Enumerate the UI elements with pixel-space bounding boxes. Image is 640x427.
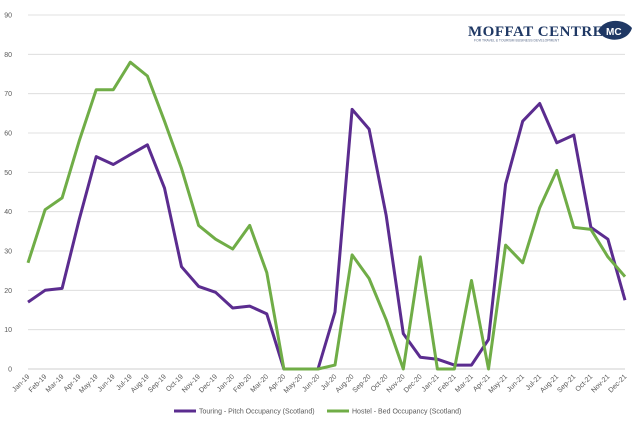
y-tick-label: 10	[4, 327, 12, 334]
y-tick-label: 20	[4, 288, 12, 295]
series-line-hostel	[26, 60, 627, 371]
y-tick-label: 90	[4, 13, 12, 20]
logo-wordmark: MOFFAT CENTRE	[468, 24, 603, 40]
series-lines	[26, 60, 627, 371]
logo-badge-text: MC	[606, 27, 622, 38]
legend-label-hostel: Hostel - Bed Occupancy (Scotland)	[352, 409, 461, 416]
logo-badge-shape	[598, 20, 632, 40]
legend-item-hostel: Hostel - Bed Occupancy (Scotland)	[327, 409, 461, 416]
y-tick-label: 40	[4, 209, 12, 216]
y-tick-label: 0	[8, 367, 12, 374]
y-axis-ticks: 0 10 20 30 40 50 60 70 80 90	[4, 13, 12, 374]
y-tick-label: 50	[4, 170, 12, 177]
legend-label-touring: Touring - Pitch Occupancy (Scotland)	[199, 409, 315, 416]
logo-tagline: FOR TRAVEL & TOURISM BUSINESS DEVELOPMEN…	[474, 39, 559, 43]
gridlines	[28, 14, 625, 370]
y-tick-label: 60	[4, 131, 12, 138]
y-tick-label: 80	[4, 52, 12, 59]
moffat-centre-logo: MOFFAT CENTRE FOR TRAVEL & TOURISM BUSIN…	[468, 20, 632, 43]
legend: Touring - Pitch Occupancy (Scotland) Hos…	[174, 409, 461, 416]
legend-item-touring: Touring - Pitch Occupancy (Scotland)	[174, 409, 315, 416]
y-tick-label: 70	[4, 91, 12, 98]
series-line-touring	[27, 102, 627, 371]
y-tick-label: 30	[4, 249, 12, 256]
